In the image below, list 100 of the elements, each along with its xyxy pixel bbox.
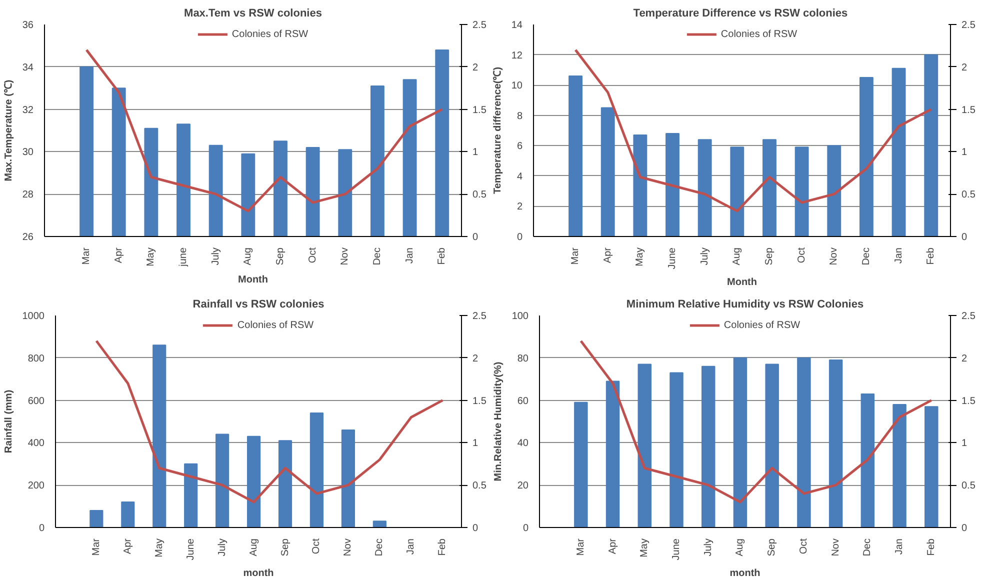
y2-tick-label: 0.5 bbox=[962, 480, 976, 492]
y-axis-title: Max.Temperature (℃) bbox=[3, 80, 14, 182]
x-axis-title: month bbox=[730, 568, 760, 580]
bar bbox=[765, 364, 779, 528]
bar bbox=[216, 434, 230, 528]
x-tick-label: Mar bbox=[90, 538, 102, 556]
y-tick-label: 10 bbox=[511, 80, 523, 92]
bar bbox=[827, 145, 842, 236]
x-tick-label: Nov bbox=[828, 247, 840, 266]
y-tick-label: 32 bbox=[22, 104, 34, 116]
x-tick-label: Nov bbox=[342, 538, 354, 556]
bar bbox=[701, 366, 716, 528]
bar bbox=[698, 139, 712, 236]
y2-tick-label: 2.5 bbox=[472, 20, 487, 31]
y-tick-label: 100 bbox=[512, 311, 529, 322]
y2-tick-label: 2.5 bbox=[962, 20, 976, 31]
x-tick-label: May bbox=[154, 538, 165, 558]
y-tick-label: 34 bbox=[22, 62, 34, 74]
y2-tick-label: 0 bbox=[472, 523, 478, 534]
x-axis-title: Month bbox=[727, 277, 758, 288]
x-tick-label: July bbox=[216, 538, 228, 556]
bar bbox=[670, 372, 684, 528]
bar bbox=[860, 393, 875, 528]
x-tick-label: June bbox=[671, 538, 682, 560]
bar bbox=[733, 357, 748, 528]
x-tick-label: Apr bbox=[602, 246, 614, 264]
bar bbox=[794, 146, 809, 236]
x-tick-label: Nov bbox=[830, 538, 842, 556]
bar bbox=[568, 75, 582, 236]
y2-tick-label: 1 bbox=[962, 438, 968, 450]
bar bbox=[797, 357, 811, 528]
y2-tick-label: 2 bbox=[962, 62, 968, 74]
x-tick-label: Mar bbox=[575, 538, 586, 556]
bar bbox=[600, 107, 615, 236]
y-tick-label: 0 bbox=[522, 523, 529, 534]
x-tick-label: July bbox=[210, 247, 222, 266]
y-tick-label: 28 bbox=[22, 190, 34, 201]
x-tick-label: Nov bbox=[340, 247, 351, 266]
x-tick-label: Jan bbox=[894, 538, 906, 555]
y2-tick-label: 0 bbox=[962, 523, 968, 534]
y-tick-label: 200 bbox=[28, 480, 45, 492]
line-series bbox=[580, 340, 933, 504]
y2-tick-label: 1 bbox=[472, 438, 478, 450]
x-tick-label: Feb bbox=[436, 247, 448, 265]
x-tick-label: Jan bbox=[404, 248, 416, 264]
bar bbox=[666, 133, 680, 236]
x-tick-label: june bbox=[178, 247, 189, 268]
bar bbox=[892, 404, 906, 528]
y-tick-label: 800 bbox=[28, 353, 45, 364]
y-tick-label: 2 bbox=[516, 202, 523, 213]
y-tick-label: 600 bbox=[28, 396, 45, 407]
line-series bbox=[574, 48, 932, 212]
bar bbox=[606, 380, 620, 528]
legend-label: Colonies of RSW bbox=[720, 28, 798, 40]
y2-tick-label: 1 bbox=[962, 147, 968, 158]
y-tick-label: 60 bbox=[517, 396, 529, 407]
line-series bbox=[85, 48, 444, 212]
y2-tick-label: 2.5 bbox=[962, 311, 976, 322]
bar bbox=[924, 406, 938, 528]
y2-tick-label: 1.5 bbox=[962, 396, 976, 407]
y2-tick-label: 0.5 bbox=[472, 190, 487, 201]
bar bbox=[184, 463, 198, 528]
y2-tick-label: 0 bbox=[962, 232, 968, 243]
y2-tick-label: 1 bbox=[472, 147, 478, 158]
y2-tick-label: 2 bbox=[472, 62, 478, 74]
bar bbox=[278, 440, 292, 528]
legend-label: Colonies of RSW bbox=[237, 320, 314, 330]
x-tick-label: Dec bbox=[372, 247, 383, 266]
y2-tick-label: 2.5 bbox=[472, 311, 487, 322]
x-tick-label: Sep bbox=[764, 247, 775, 266]
x-tick-label: Aug bbox=[734, 538, 746, 556]
y-tick-label: 1000 bbox=[22, 311, 45, 322]
y2-tick-label: 1.5 bbox=[472, 104, 487, 116]
y2-tick-label: 2 bbox=[472, 353, 478, 364]
chart-title: Max.Tem vs RSW colonies bbox=[184, 8, 322, 20]
x-tick-label: Dec bbox=[862, 538, 874, 556]
x-tick-label: Apr bbox=[113, 246, 124, 264]
x-tick-label: Mar bbox=[81, 246, 92, 265]
y2-tick-label: 1.5 bbox=[472, 396, 487, 407]
bar bbox=[730, 146, 744, 236]
x-tick-label: Oct bbox=[307, 247, 318, 264]
y2-tick-label: 0.5 bbox=[472, 480, 487, 492]
x-axis-title: month bbox=[243, 568, 274, 580]
bar bbox=[828, 360, 843, 528]
x-tick-label: Feb bbox=[437, 538, 448, 556]
y-tick-label: 4 bbox=[516, 171, 523, 182]
y-tick-label: 8 bbox=[516, 110, 523, 122]
x-tick-label: May bbox=[634, 247, 646, 266]
legend-label: Colonies of RSW bbox=[724, 320, 800, 330]
x-tick-label: Feb bbox=[926, 247, 937, 265]
bar bbox=[924, 54, 938, 236]
y-tick-label: 12 bbox=[511, 50, 523, 62]
y-axis-title: Min.Relative Humidity(%) bbox=[492, 362, 504, 482]
x-tick-label: Sep bbox=[766, 538, 778, 556]
x-tick-label: Aug bbox=[248, 538, 260, 556]
y-tick-label: 80 bbox=[517, 353, 529, 364]
x-tick-label: Apr bbox=[122, 538, 134, 554]
chart-title: Temperature Difference vs RSW colonies bbox=[633, 8, 848, 20]
bar bbox=[152, 344, 166, 528]
y-axis-title: Rainfall (mm) bbox=[3, 390, 14, 454]
